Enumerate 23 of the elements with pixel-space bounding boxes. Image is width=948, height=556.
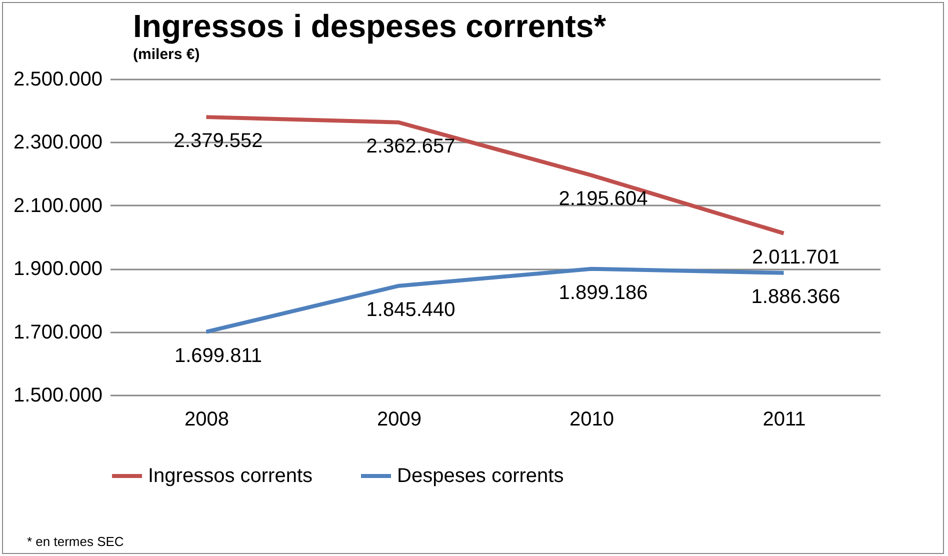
y-tick-label: 1.700.000 — [14, 321, 102, 344]
data-label: 2.362.657 — [366, 135, 456, 158]
data-label: 2.011.701 — [752, 246, 840, 268]
legend-label: Despeses corrents — [397, 465, 564, 487]
chart-title: Ingressos i despeses corrents* — [133, 8, 607, 44]
x-tick-label: 2009 — [377, 408, 422, 430]
text: * en termes SEC — [27, 534, 124, 549]
data-label: 2.379.552 — [174, 130, 263, 152]
x-tick-label: 2008 — [184, 408, 229, 430]
y-tick-label: 1.900.000 — [14, 258, 102, 280]
data-label: 1.845.440 — [366, 298, 456, 321]
data-label: 2.195.604 — [558, 188, 648, 210]
y-tick-label: 2.500.000 — [14, 68, 102, 90]
y-tick-label: 2.300.000 — [14, 132, 102, 154]
data-label: 1.899.186 — [558, 282, 648, 304]
y-tick-label: 1.500.000 — [14, 384, 102, 406]
data-label: 1.886.366 — [751, 286, 840, 308]
x-tick-label: 2010 — [570, 408, 614, 430]
x-tick-label: 2011 — [762, 408, 806, 430]
chart-subtitle: (milers €) — [133, 46, 200, 63]
legend-label: Ingressos corrents — [148, 465, 313, 487]
data-label: 1.699.811 — [174, 344, 262, 367]
y-tick-label: 2.100.000 — [14, 194, 102, 217]
